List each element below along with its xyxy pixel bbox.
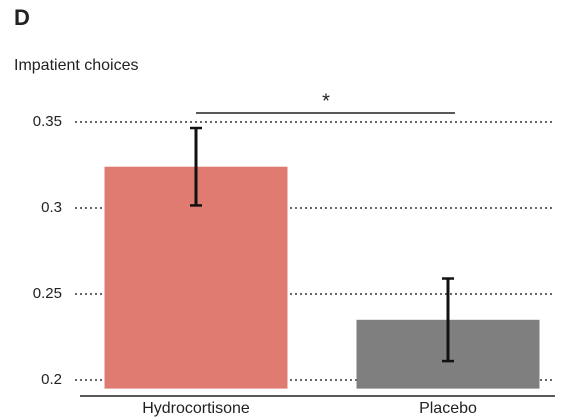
y-tick-label: 0.2 (41, 371, 62, 388)
y-tick-label: 0.25 (33, 285, 62, 302)
significance-label: * (322, 90, 330, 112)
y-tick-label: 0.35 (33, 113, 62, 130)
chart-title: Impatient choices (14, 57, 139, 74)
x-tick-label: Hydrocortisone (142, 400, 250, 417)
panel-label: D (14, 5, 30, 30)
x-tick-label: Placebo (419, 400, 477, 417)
y-tick-label: 0.3 (41, 199, 62, 216)
